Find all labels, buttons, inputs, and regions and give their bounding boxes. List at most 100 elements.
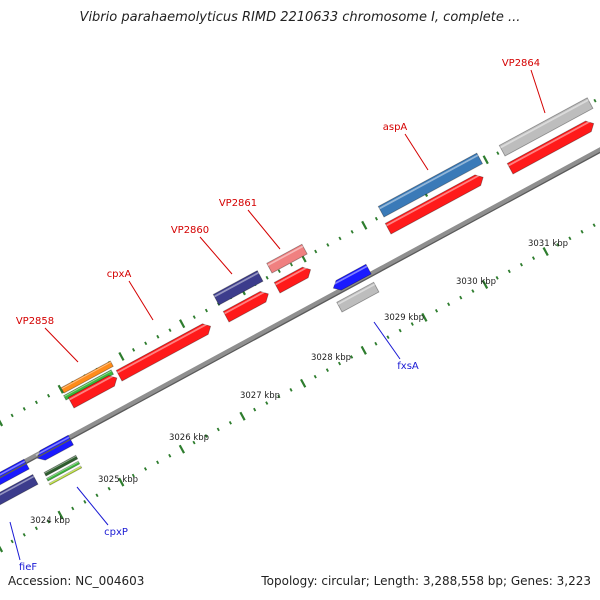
minor-tick xyxy=(168,453,172,458)
minor-tick xyxy=(83,500,87,504)
minor-tick xyxy=(204,434,208,438)
gene-features xyxy=(0,97,595,506)
backbone-shadow xyxy=(0,151,600,479)
leader-line xyxy=(373,321,401,360)
gene-label: VP2861 xyxy=(219,198,257,209)
scale-label: 3027 kbp xyxy=(240,391,280,401)
minor-tick xyxy=(434,308,439,313)
major-tick xyxy=(118,477,125,487)
minor-tick xyxy=(495,276,499,280)
minor-tick xyxy=(265,401,269,405)
gene-labels: VP2858 cpxA VP2860 VP2861 aspA VP2864 fxsA cpxP… xyxy=(9,58,546,573)
VP2864-gene xyxy=(498,97,594,157)
minor-tick xyxy=(447,302,451,307)
fieF-box xyxy=(0,473,39,506)
genome-summary-text: Topology: circular; Length: 3,288,558 bp… xyxy=(261,574,591,588)
minor-tick xyxy=(22,532,26,537)
minor-tick xyxy=(71,506,75,511)
major-tick xyxy=(57,510,64,520)
minor-tick xyxy=(132,348,136,352)
leader-line xyxy=(404,133,429,171)
major-tick xyxy=(239,411,246,421)
minor-tick xyxy=(277,394,281,399)
scale-label: 3025 kbp xyxy=(98,475,138,485)
scale-label: 3024 kbp xyxy=(30,516,70,526)
fxsA-gene xyxy=(331,263,372,291)
cpxP-stripe-c xyxy=(48,465,83,486)
gene-label: cpxA xyxy=(107,269,132,280)
major-tick xyxy=(0,419,4,427)
minor-tick xyxy=(374,216,378,221)
gene-label: aspA xyxy=(383,122,408,133)
major-tick xyxy=(421,312,428,322)
minor-tick xyxy=(410,322,414,326)
VP2860-arrow xyxy=(222,289,269,323)
minor-tick xyxy=(593,98,597,103)
leader-line xyxy=(128,280,154,321)
minor-tick xyxy=(216,427,220,432)
major-tick xyxy=(300,378,307,388)
minor-tick xyxy=(326,243,330,247)
major-tick xyxy=(542,247,549,257)
minor-tick xyxy=(592,223,596,228)
minor-tick xyxy=(10,539,14,544)
minor-tick xyxy=(398,328,402,333)
minor-tick xyxy=(107,486,111,491)
scale-label: 3028 kbp xyxy=(311,353,351,363)
minor-tick xyxy=(192,440,196,445)
cpxA-gene xyxy=(115,322,212,382)
VP2861-arrow xyxy=(273,265,312,294)
aspA-arrow xyxy=(384,173,484,235)
minor-tick xyxy=(313,374,317,379)
minor-tick xyxy=(325,368,329,372)
inner-tick-track xyxy=(0,223,596,553)
minor-tick xyxy=(507,269,511,274)
minor-tick xyxy=(34,526,38,531)
minor-tick xyxy=(386,335,390,340)
minor-tick xyxy=(265,275,269,280)
minor-tick xyxy=(144,341,148,346)
minor-tick xyxy=(531,256,536,260)
cpxP-stripe-b xyxy=(46,460,81,482)
gene-label: VP2858 xyxy=(16,316,54,327)
gene-label: VP2864 xyxy=(502,58,540,69)
minor-tick xyxy=(168,328,172,333)
leader-line xyxy=(247,209,281,250)
minor-tick xyxy=(350,355,354,359)
leader-line xyxy=(530,69,546,114)
major-tick xyxy=(118,351,125,361)
major-tick xyxy=(57,384,64,394)
scale-labels: 3024 kbp 3025 kbp 3026 kbp 3027 kbp 3028 kbp… xyxy=(30,239,568,526)
VP2858-gene xyxy=(60,360,114,394)
minor-tick xyxy=(143,467,148,471)
minor-tick xyxy=(314,249,318,254)
minor-tick xyxy=(338,236,342,241)
minor-tick xyxy=(156,334,160,339)
minor-tick xyxy=(47,393,51,398)
minor-tick xyxy=(277,269,281,274)
minor-tick xyxy=(10,413,14,418)
minor-tick xyxy=(496,151,500,155)
major-tick xyxy=(360,345,367,355)
leader-line xyxy=(199,236,233,275)
scale-label: 3030 kbp xyxy=(456,277,496,287)
minor-tick xyxy=(471,289,475,293)
minor-tick xyxy=(556,243,560,247)
gene-label: fieF xyxy=(19,562,37,573)
page-title: Vibrio parahaemolyticus RIMD 2210633 chr… xyxy=(79,10,521,25)
minor-tick xyxy=(337,361,342,366)
VP2858-arrow xyxy=(67,374,118,409)
major-tick xyxy=(482,155,489,165)
fxsA-box xyxy=(336,281,380,313)
minor-tick xyxy=(131,473,135,478)
cpxP-stripe-a xyxy=(43,454,79,477)
gene-label: cpxP xyxy=(104,527,128,538)
VP2860-gene xyxy=(212,270,264,306)
leader-line xyxy=(9,521,21,561)
gene-label: fxsA xyxy=(397,361,419,372)
major-tick xyxy=(0,545,4,553)
minor-tick xyxy=(253,407,257,412)
aspA-gene xyxy=(377,152,484,218)
